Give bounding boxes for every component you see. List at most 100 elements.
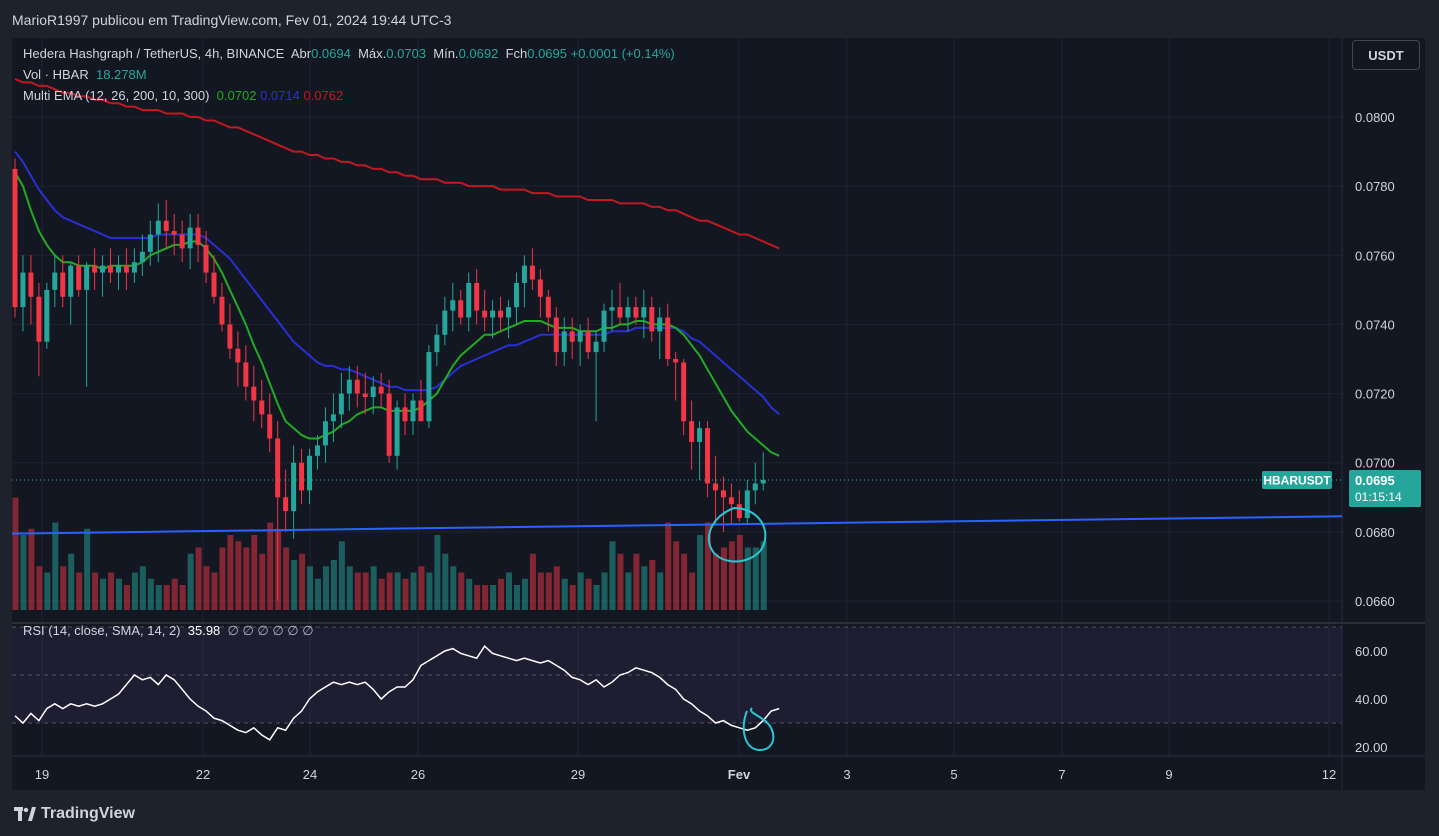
volume-bar xyxy=(617,553,624,610)
legend-ema-label[interactable]: Multi EMA (12, 26, 200, 10, 300) xyxy=(23,88,210,103)
volume-bar xyxy=(752,547,759,610)
rsi-tick-label: 20.00 xyxy=(1355,740,1388,755)
currency-button[interactable]: USDT xyxy=(1352,40,1420,70)
candle-body xyxy=(402,407,408,422)
volume-bar xyxy=(537,572,544,610)
candle-body xyxy=(243,362,249,387)
candle-body xyxy=(179,234,185,249)
legend-vol-label[interactable]: Vol · HBAR xyxy=(23,67,89,82)
volume-bar xyxy=(625,572,632,610)
volume-bar xyxy=(147,578,154,610)
tradingview-logo[interactable]: TradingView xyxy=(14,805,135,823)
volume-bar xyxy=(139,566,146,610)
tradingview-brand: TradingView xyxy=(41,805,135,822)
volume-bar xyxy=(322,566,329,610)
time-tick-label: 9 xyxy=(1165,767,1172,782)
price-tick-label: 0.0720 xyxy=(1355,387,1395,402)
volume-bar xyxy=(744,547,751,610)
legend-low-label: Mín. xyxy=(433,46,459,61)
candle-body xyxy=(593,341,599,353)
volume-bar xyxy=(482,585,489,610)
volume-bar xyxy=(52,522,59,610)
candle-body xyxy=(537,279,543,297)
candle-body xyxy=(378,386,384,394)
price-tick-label: 0.0680 xyxy=(1355,525,1395,540)
volume-bar xyxy=(410,572,417,610)
candle-body xyxy=(322,421,328,446)
volume-bar xyxy=(28,528,35,610)
volume-bar xyxy=(760,541,767,610)
candle-body xyxy=(689,421,695,442)
legend-rsi-value: 35.98 xyxy=(187,623,221,638)
legend-symbol[interactable]: Hedera Hashgraph / TetherUS, 4h, BINANCE xyxy=(23,46,285,61)
candle-body xyxy=(545,296,551,318)
volume-bar xyxy=(728,541,735,610)
candle-body xyxy=(338,393,344,415)
volume-bar xyxy=(641,566,648,610)
drawn-circle-price xyxy=(707,507,767,563)
candle-body xyxy=(513,282,519,308)
volume-bar xyxy=(115,578,122,610)
volume-bar xyxy=(513,585,520,610)
candle-body xyxy=(410,400,416,422)
candle-body xyxy=(330,414,336,422)
candle-body xyxy=(681,362,687,422)
volume-bar xyxy=(736,535,743,610)
candle-body xyxy=(442,310,448,335)
legend-rsi-row: RSI (14, close, SMA, 14, 2) 35.98 ∅ ∅ ∅ … xyxy=(23,623,314,639)
candle-body xyxy=(728,497,734,505)
legend-high-value: 0.0703 xyxy=(386,46,427,61)
time-tick-label: 7 xyxy=(1058,767,1065,782)
volume-bar xyxy=(657,572,664,610)
price-tick-label: 0.0780 xyxy=(1355,179,1395,194)
candle-body xyxy=(219,296,225,325)
volume-bar xyxy=(267,522,274,610)
candle-body xyxy=(203,244,209,273)
volume-bar xyxy=(418,566,425,610)
price-tick-label: 0.0760 xyxy=(1355,248,1395,263)
volume-bar xyxy=(44,572,51,610)
published-by-text: MarioR1997 publicou em TradingView.com, … xyxy=(12,12,452,28)
candle-body xyxy=(529,265,535,280)
legend-close-label: Fch xyxy=(505,46,528,61)
volume-bar xyxy=(84,528,91,610)
price-tag-countdown: 01:15:14 xyxy=(1355,490,1402,504)
volume-bar xyxy=(36,566,43,610)
volume-bar xyxy=(474,585,481,610)
legend-rsi-label[interactable]: RSI (14, close, SMA, 14, 2) xyxy=(23,623,181,638)
candle-body xyxy=(20,272,26,308)
candle-body xyxy=(131,262,137,273)
price-tick-label: 0.0740 xyxy=(1355,317,1395,332)
chart-canvas[interactable]: 0.0800 0.0780 0.0760 0.0740 0.0720 0.0700 0.06… xyxy=(12,38,1425,790)
volume-bar xyxy=(569,585,576,610)
volume-bar xyxy=(689,572,696,610)
candle-body xyxy=(657,317,663,332)
volume-bar xyxy=(466,578,473,610)
volume-bar xyxy=(426,572,433,610)
candle-body xyxy=(760,480,766,484)
volume-bar xyxy=(633,553,640,610)
legend-ema-slow-value: 0.0762 xyxy=(303,88,344,103)
grid-lines xyxy=(12,38,1342,756)
volume-bar xyxy=(673,541,680,610)
candle-body xyxy=(92,265,98,273)
candle-body xyxy=(506,307,512,318)
candle-body xyxy=(466,282,472,318)
volume-bar xyxy=(283,547,290,610)
price-tag-bg xyxy=(1349,470,1421,507)
time-tick-label: 19 xyxy=(35,767,49,782)
volume-bar xyxy=(346,566,353,610)
candle-body xyxy=(712,483,718,491)
candle-body xyxy=(235,348,241,363)
volume-bar xyxy=(299,553,306,610)
time-tick-label: 29 xyxy=(571,767,585,782)
chart-frame[interactable]: 0.0800 0.0780 0.0760 0.0740 0.0720 0.0700 0.06… xyxy=(12,38,1425,790)
volume-bar xyxy=(498,578,505,610)
volume-bar xyxy=(60,566,67,610)
candle-body xyxy=(76,265,82,290)
time-tick-label: Fev xyxy=(728,767,751,782)
candle-body xyxy=(641,307,647,318)
volume-bar xyxy=(108,572,115,610)
volume-bar xyxy=(585,578,592,610)
candle-body xyxy=(52,272,58,290)
